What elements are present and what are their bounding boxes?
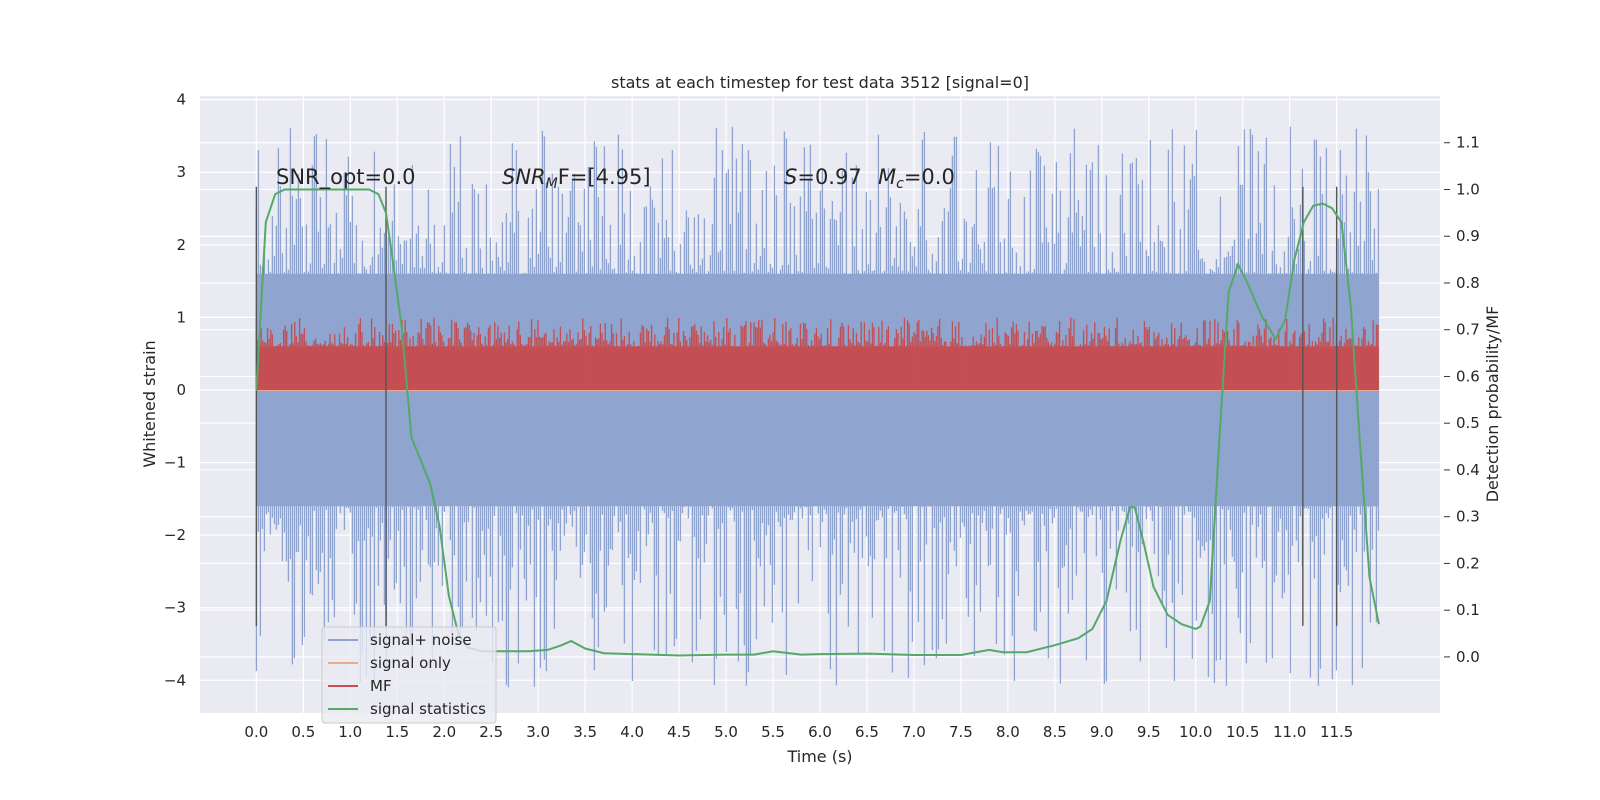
y-tick-label: 1 [176,308,186,326]
annotation-snr-mf-sub: M [546,176,558,192]
x-tick-label: 2.0 [432,723,456,741]
y-tick-label: −4 [164,671,186,689]
x-tick-label: 11.5 [1320,723,1353,741]
x-tick-label: 1.5 [385,723,409,741]
y2-tick-labels: 0.0 0.1 0.2 0.3 0.4 0.5 0.6 0.7 0.8 0.9 1.0 1.1 [1444,134,1480,666]
y2-tick-label: 0.7 [1456,321,1480,339]
y2-tick-label: 0.6 [1456,367,1480,385]
y2-tick-label: 0.0 [1456,648,1480,666]
x-tick-label: 10.0 [1179,723,1212,741]
x-tick-label: 8.5 [1043,723,1067,741]
x-tick-label: 3.0 [526,723,550,741]
y-tick-label: 3 [176,163,186,181]
x-tick-label: 0.5 [291,723,315,741]
x-axis-label: Time (s) [786,747,852,766]
x-tick-label: 6.5 [855,723,879,741]
x-tick-label: 5.0 [714,723,738,741]
x-tick-label: 7.5 [949,723,973,741]
y2-tick-label: 0.9 [1456,227,1480,245]
x-tick-label: 11.0 [1273,723,1306,741]
x-tick-label: 7.0 [902,723,926,741]
x-tick-label: 3.5 [573,723,597,741]
x-tick-label: 6.0 [808,723,832,741]
y-tick-label: −3 [164,599,186,617]
legend-label-signal-only: signal only [370,654,451,672]
x-tick-label: 4.0 [620,723,644,741]
y2-tick-label: 0.4 [1456,461,1480,479]
vertical-markers [255,186,1338,626]
x-tick-label: 10.5 [1226,723,1259,741]
y2-tick-label: 0.2 [1456,554,1480,572]
y-tick-label: 4 [176,91,186,109]
x-tick-label: 9.5 [1137,723,1161,741]
y2-tick-label: 0.8 [1456,274,1480,292]
x-tick-label: 8.0 [996,723,1020,741]
legend-label-signal-plus-noise: signal+ noise [370,631,472,649]
y-tick-label: −2 [164,526,186,544]
y2-tick-label: 0.5 [1456,414,1480,432]
legend: signal+ noise signal only MF signal stat… [321,626,497,724]
series-mf [255,317,1379,390]
y2-axis-label: Detection probability/MF [1483,306,1502,503]
annotation-mc-sub: c [896,176,904,192]
annotation-s: S=0.97 [784,165,862,189]
x-tick-label: 1.0 [338,723,362,741]
annotation-s-label: S [784,165,797,189]
y2-tick-label: 1.1 [1456,134,1480,152]
y2-tick-label: 0.3 [1456,508,1480,526]
x-tick-label: 2.5 [479,723,503,741]
y-tick-labels: −4 −3 −2 −1 0 1 2 3 4 [164,91,186,690]
y-tick-label: −1 [164,454,186,472]
series-signal-statistics [255,188,1380,657]
chart-title: stats at each timestep for test data 351… [611,73,1029,92]
annotation-snr-mf-value: F=[4.95] [558,165,651,189]
annotation-snr-mf-label: SNR [502,165,546,189]
annotation-snr-opt: SNR_opt=0.0 [276,165,416,190]
y-axis-label: Whitened strain [140,340,159,467]
x-tick-labels: 0.0 0.5 1.0 1.5 2.0 2.5 3.0 3.5 4.0 4.5 5.0 5.5 6.0 6… [244,723,1353,741]
y2-tick-label: 0.1 [1456,601,1480,619]
annotation-mc-value: =0.0 [904,165,955,189]
x-tick-label: 9.0 [1090,723,1114,741]
legend-box [321,626,497,724]
annotation-s-value: =0.97 [797,165,861,189]
x-tick-label: 4.5 [667,723,691,741]
signal-statistics-line [255,188,1380,657]
annotation-mc: Mc=0.0 [878,165,955,192]
y-tick-label: 2 [176,236,186,254]
x-tick-label: 0.0 [244,723,268,741]
annotations: SNR_opt=0.0 SNRMF=[4.95] S=0.97 Mc=0.0 [276,165,955,192]
annotation-mc-label: M [878,165,896,189]
y2-tick-label: 1.0 [1456,180,1480,198]
annotation-snr-mf: SNRMF=[4.95] [502,165,651,192]
x-tick-label: 5.5 [761,723,785,741]
y-tick-label: 0 [176,381,186,399]
legend-label-mf: MF [370,677,392,695]
legend-label-signal-statistics: signal statistics [370,700,486,718]
